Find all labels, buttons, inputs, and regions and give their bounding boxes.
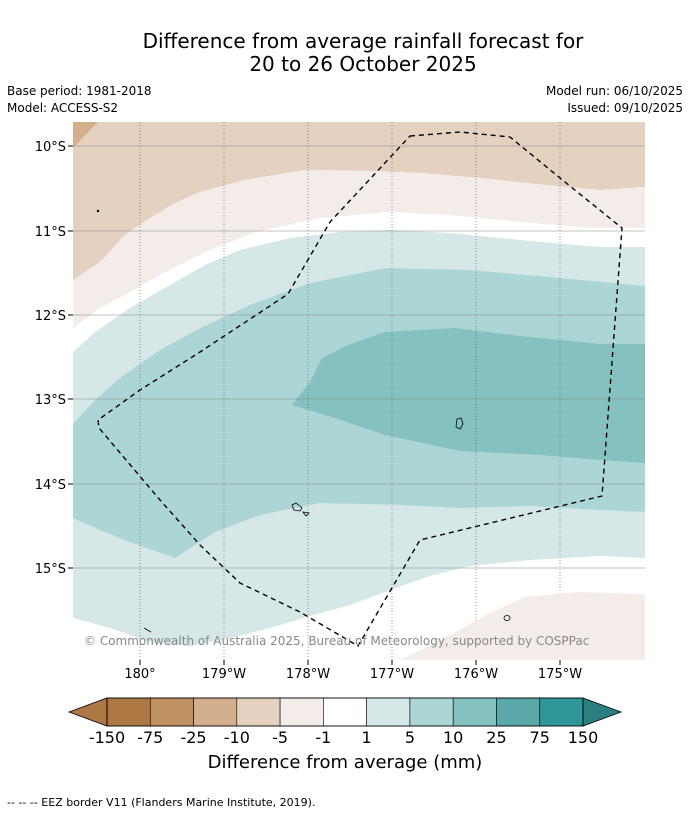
island-3 [291, 502, 303, 512]
lon-label-176w: 176°W [454, 667, 498, 682]
colorbar-tick-label: 10 [443, 728, 463, 747]
contour-band--5 [73, 170, 645, 328]
colorbar-segment [236, 697, 281, 727]
colorbar-tick-label: 1 [362, 728, 372, 747]
lon-label-177w: 177°W [370, 667, 414, 682]
lat-label-14: 14°S [35, 478, 66, 493]
rainfall-map-area: © Commonwealth of Australia 2025, Bureau… [73, 122, 645, 660]
colorbar-tick-label: -75 [137, 728, 163, 747]
base-period: Base period: 1981-2018 [7, 84, 152, 98]
island-1 [96, 209, 100, 213]
eez-border [97, 131, 623, 647]
colorbar-tick-label: -5 [272, 728, 288, 747]
colorbar-extend-high [582, 697, 623, 727]
colorbar-segment [323, 697, 367, 727]
meta-left: Base period: 1981-2018 Model: ACCESS-S2 [7, 83, 152, 117]
contour-band--10 [73, 122, 645, 280]
colorbar-tick-labels: -150 -75 -25 -10 -5 -1 1 5 10 25 75 150 [89, 728, 598, 747]
colorbar-segment [496, 697, 541, 727]
island-6 [143, 627, 152, 633]
colorbar-tick-label: 75 [530, 728, 550, 747]
lat-label-12: 12°S [35, 309, 66, 324]
copyright-text: © Commonwealth of Australia 2025, Bureau… [84, 634, 589, 648]
lat-label-10: 10°S [35, 140, 66, 155]
colorbar-tick-label: -1 [315, 728, 331, 747]
model-name: Model: ACCESS-S2 [7, 101, 119, 115]
issued-date: Issued: 09/10/2025 [567, 101, 683, 115]
meta-right: Model run: 06/10/2025 Issued: 09/10/2025 [546, 83, 683, 117]
colorbar-segment [149, 697, 194, 727]
lat-label-15: 15°S [35, 562, 66, 577]
island-4 [302, 511, 310, 517]
colorbar-tick-label: 25 [486, 728, 506, 747]
colorbar-tick-label: 5 [405, 728, 415, 747]
title-line-2: 20 to 26 October 2025 [249, 52, 477, 76]
colorbar-segment [193, 697, 238, 727]
colorbar-frame [106, 697, 584, 727]
colorbar-tick-label: 150 [568, 728, 599, 747]
island-5-outline [503, 615, 511, 621]
colorbar-extend-low [67, 697, 108, 727]
colorbar-segment [366, 697, 411, 727]
lat-labels: 10°S 11°S 12°S 13°S 14°S 15°S [35, 140, 73, 577]
colorbar-tick-label: -25 [180, 728, 206, 747]
colorbar-segments [106, 697, 584, 727]
contour-band-10 [292, 328, 645, 463]
colorbar-segment [279, 697, 324, 727]
colorbar-segment [106, 697, 151, 727]
colorbar-tick-label: -10 [224, 728, 250, 747]
colorbar: -150 -75 -25 -10 -5 -1 1 5 10 25 75 150 [67, 697, 623, 747]
contour-band--25 [73, 122, 98, 148]
lon-label-175w: 175°W [538, 667, 582, 682]
lat-label-11: 11°S [35, 225, 66, 240]
colorbar-title: Difference from average (mm) [207, 752, 483, 773]
lon-labels: 180° 179°W 178°W 177°W 176°W 175°W [124, 660, 582, 682]
eez-footnote: -- -- -- EEZ border V11 (Flanders Marine… [7, 796, 316, 809]
map-title: Difference from average rainfall forecas… [0, 30, 690, 76]
lon-label-179w: 179°W [202, 667, 246, 682]
island-2 [455, 417, 464, 430]
model-run: Model run: 06/10/2025 [545, 84, 683, 98]
lon-label-180: 180° [124, 667, 155, 682]
lon-label-178w: 178°W [286, 667, 330, 682]
colorbar-segment [452, 697, 497, 727]
lat-label-13: 13°S [35, 393, 66, 408]
colorbar-tick-label: -150 [89, 728, 125, 747]
graticule [73, 122, 645, 660]
colorbar-segment [409, 697, 454, 727]
contour-band--5-south [400, 592, 645, 660]
colorbar-segment [539, 697, 584, 727]
title-line-1: Difference from average rainfall forecas… [142, 29, 584, 53]
